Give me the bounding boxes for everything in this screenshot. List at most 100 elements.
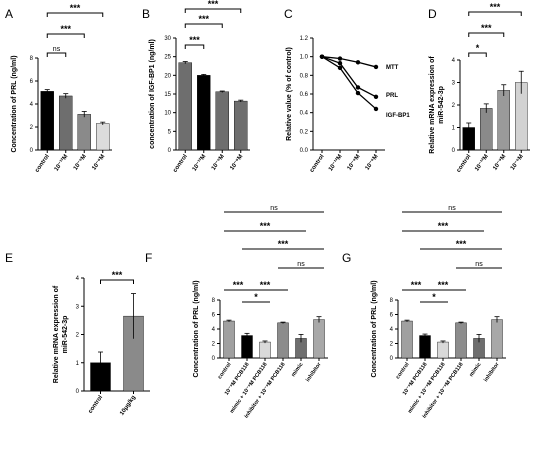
panel-f-significance-bracket: *	[242, 292, 270, 303]
panel-e-y-axis-label: Relative mRNA expression of miR-542-3p	[53, 285, 69, 383]
panel-a-sig-label: ns	[53, 46, 61, 53]
panel-d-sig-line	[468, 52, 487, 57]
panel-b-significance-bracket: ***	[184, 35, 205, 49]
panel-c-series-prl-point	[355, 85, 361, 90]
panel-e-sig-line	[100, 279, 134, 284]
panel-d-ytick-label: 4	[452, 58, 456, 64]
panel-c-ytick-label: 0.4	[300, 111, 309, 117]
panel-c-label: C	[284, 7, 293, 21]
panel-f-category-label: inhibitor	[305, 361, 323, 383]
panel-d-bar	[480, 108, 493, 151]
panel-g-bar	[491, 319, 503, 359]
panel-c-category-label: control	[309, 153, 326, 173]
panel-a-sig-label: ***	[60, 24, 71, 34]
panel-e-label: E	[5, 251, 13, 265]
panel-d-bar	[497, 90, 510, 151]
panel-c-series-mtt-point	[373, 64, 379, 70]
panel-d-y-axis-label-line: miR-542-3p	[438, 86, 445, 124]
panel-f-y-axis-label: Concentration of PRL (ng/ml)	[193, 280, 200, 377]
panel-b-ytick-label: 15	[164, 92, 171, 98]
panel-b-bar	[197, 75, 211, 151]
panel-f-sig-label: ***	[278, 239, 289, 249]
panel-a-sig-line	[46, 12, 104, 17]
panel-a-category-label: 10⁻⁶M	[91, 154, 106, 172]
panel-e-ytick-label: 0	[76, 389, 80, 395]
panel-g-bar	[437, 341, 449, 359]
panel-e-category-label: 10μg/kg	[119, 394, 137, 416]
panel-d-category-label: 10⁻¹²M	[473, 153, 490, 172]
panel-c-category-label: 10⁻⁶M	[365, 154, 380, 172]
panel-d-ytick-label: 1	[452, 126, 456, 132]
panel-g-significance-bracket: ***	[420, 280, 466, 291]
panel-f-ytick-label: 8	[212, 298, 216, 304]
panel-f-category-label: control	[217, 361, 233, 380]
panel-b-sig-line	[184, 8, 242, 13]
panel-g-ytick-label: 8	[390, 298, 394, 304]
panel-b-sig-line	[184, 44, 205, 49]
panel-c-series-igf-bp1-point	[373, 106, 379, 112]
panel-d-label: D	[428, 7, 437, 21]
panel-g-bar	[455, 322, 467, 359]
panel-b-ytick-label: 10	[164, 111, 171, 117]
panel-f-significance-bracket: ***	[224, 221, 306, 232]
panel-b-ytick-label: 5	[168, 129, 172, 135]
panel-f-bar	[223, 320, 235, 359]
panel-b-category-label: 10⁻⁶M	[229, 154, 244, 172]
panel-g-ytick-label: 6	[390, 313, 394, 319]
panel-c-series-mtt-label: MTT	[386, 65, 399, 71]
panel-a-ytick-label: 6	[30, 79, 34, 85]
panel-c-series-mtt-line	[321, 56, 377, 68]
panel-a-category-label: control	[34, 153, 51, 173]
panel-c: C 0.0 0.2 0.4 0.6 0.8 1.0 1.2 Relative value (% …	[284, 7, 410, 174]
panel-g-significance-bracket: ns	[402, 205, 502, 213]
panel-f-ytick-label: 2	[212, 342, 216, 348]
panel-g-sig-label: ***	[411, 280, 422, 290]
panel-b-ytick-label: 20	[164, 73, 171, 79]
panel-b-bar	[234, 100, 248, 151]
panel-e-ytick-label: 4	[76, 276, 80, 282]
panel-c-category-label: 10⁻¹²M	[327, 153, 344, 172]
panel-f-bar	[259, 341, 271, 359]
panel-d-ytick-label: 0	[452, 148, 456, 154]
panel-g-label: G	[342, 251, 351, 265]
panel-a-bar	[77, 114, 91, 151]
panel-f-ytick-label: 4	[212, 327, 216, 333]
panel-f-significance-bracket: ns	[278, 261, 324, 269]
panel-f: F 0 2 4 6 8 Concentration of PRL (ng/ml) contro…	[145, 205, 328, 420]
panel-c-series-prl-point	[373, 94, 379, 100]
panel-f-sig-label: *	[254, 292, 258, 302]
panel-f-sig-label: ns	[270, 205, 278, 212]
panel-a-sig-label: ***	[70, 3, 81, 13]
panel-f-bar	[313, 319, 325, 359]
panel-g-bar	[401, 320, 413, 359]
panel-a-bar	[96, 123, 110, 151]
panel-g-significance-bracket: ns	[456, 261, 502, 269]
panel-c-ytick-label: 0.8	[300, 73, 309, 79]
panel-d-y-axis-label-line: Relative mRNA expression of	[429, 56, 436, 154]
panel-g-sig-label: ***	[456, 239, 467, 249]
panel-a-significance-bracket: ns	[46, 46, 67, 57]
panel-f-significance-bracket: ns	[224, 205, 324, 213]
panel-g-sig-label: ns	[448, 205, 456, 212]
panel-e-ytick-label: 3	[76, 304, 80, 310]
panel-f-ytick-label: 6	[212, 313, 216, 319]
panel-d-category-label: 10⁻⁹M	[492, 154, 507, 172]
panel-b-sig-label: ***	[189, 35, 200, 45]
panel-f-significance-bracket: ***	[224, 280, 252, 291]
panel-f-sig-label: ***	[260, 280, 271, 290]
panel-e-ytick-label: 2	[76, 333, 80, 339]
panel-c-series-prl-point	[337, 61, 343, 66]
panel-d-significance-bracket: *	[468, 43, 487, 57]
panel-a-label: A	[5, 7, 13, 21]
panel-a-y-axis-label: Concentration of PRL (ng/ml)	[11, 55, 18, 152]
panel-c-y-axis-label: Relative value (% of control)	[286, 47, 293, 141]
panel-c-series-igf-bp1-point	[355, 90, 361, 96]
panel-b-sig-label: ***	[208, 0, 219, 9]
panel-f-sig-label: ***	[233, 280, 244, 290]
panel-c-series-igf-bp1-line	[321, 56, 377, 110]
panel-a-ytick-label: 2	[30, 125, 34, 131]
panel-a-sig-line	[46, 52, 67, 57]
panel-a-sig-line	[46, 33, 85, 38]
panel-b-category-label: 10⁻¹²M	[191, 153, 208, 172]
